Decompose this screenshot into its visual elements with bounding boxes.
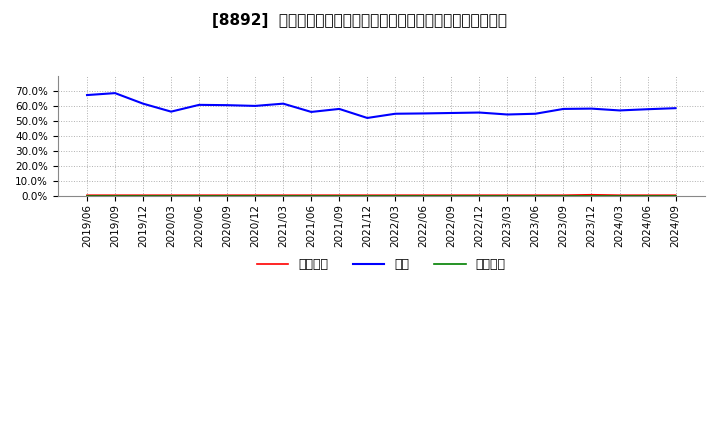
買入債務 <box>195 193 204 198</box>
在庫 <box>447 110 456 116</box>
買入債務 <box>111 193 120 198</box>
在庫 <box>363 115 372 121</box>
在庫 <box>419 111 428 116</box>
買入債務 <box>335 193 343 198</box>
売上債権 <box>503 193 512 198</box>
在庫 <box>279 101 287 106</box>
買入債務 <box>222 193 231 198</box>
売上債権 <box>559 193 568 198</box>
買入債務 <box>643 193 652 198</box>
在庫 <box>615 108 624 113</box>
買入債務 <box>671 193 680 198</box>
買入債務 <box>588 193 596 198</box>
在庫 <box>83 92 91 98</box>
買入債務 <box>279 193 287 198</box>
売上債権 <box>279 193 287 198</box>
在庫 <box>139 101 148 106</box>
売上債権 <box>531 193 540 198</box>
買入債務 <box>139 193 148 198</box>
売上債権 <box>419 193 428 198</box>
売上債権 <box>615 193 624 198</box>
売上債権 <box>643 193 652 198</box>
売上債権 <box>475 193 484 198</box>
在庫 <box>503 112 512 117</box>
在庫 <box>307 109 315 114</box>
売上債権 <box>335 193 343 198</box>
Text: [8892]  売上債権、在庫、買入債務の総資産に対する比率の推移: [8892] 売上債権、在庫、買入債務の総資産に対する比率の推移 <box>212 13 508 28</box>
在庫 <box>643 106 652 112</box>
在庫 <box>251 103 259 109</box>
売上債権 <box>251 193 259 198</box>
在庫 <box>111 91 120 96</box>
在庫 <box>671 106 680 111</box>
Legend: 売上債権, 在庫, 買入債務: 売上債権, 在庫, 買入債務 <box>252 253 510 276</box>
売上債権 <box>111 193 120 198</box>
買入債務 <box>503 193 512 198</box>
売上債権 <box>83 193 91 198</box>
在庫 <box>391 111 400 117</box>
売上債権 <box>139 193 148 198</box>
売上債権 <box>447 193 456 198</box>
売上債権 <box>588 192 596 198</box>
買入債務 <box>363 193 372 198</box>
在庫 <box>167 109 176 114</box>
買入債務 <box>251 193 259 198</box>
買入債務 <box>615 193 624 198</box>
売上債権 <box>307 193 315 198</box>
買入債務 <box>83 193 91 198</box>
買入債務 <box>531 193 540 198</box>
在庫 <box>222 103 231 108</box>
買入債務 <box>447 193 456 198</box>
在庫 <box>475 110 484 115</box>
買入債務 <box>419 193 428 198</box>
買入債務 <box>167 193 176 198</box>
買入債務 <box>559 193 568 198</box>
売上債権 <box>195 193 204 198</box>
買入債務 <box>391 193 400 198</box>
在庫 <box>559 106 568 112</box>
在庫 <box>195 102 204 107</box>
Line: 在庫: 在庫 <box>87 93 675 118</box>
売上債権 <box>391 193 400 198</box>
売上債権 <box>671 193 680 198</box>
買入債務 <box>475 193 484 198</box>
買入債務 <box>307 193 315 198</box>
売上債権 <box>222 193 231 198</box>
在庫 <box>588 106 596 111</box>
売上債権 <box>167 193 176 198</box>
在庫 <box>335 106 343 112</box>
売上債権 <box>363 193 372 198</box>
在庫 <box>531 111 540 117</box>
